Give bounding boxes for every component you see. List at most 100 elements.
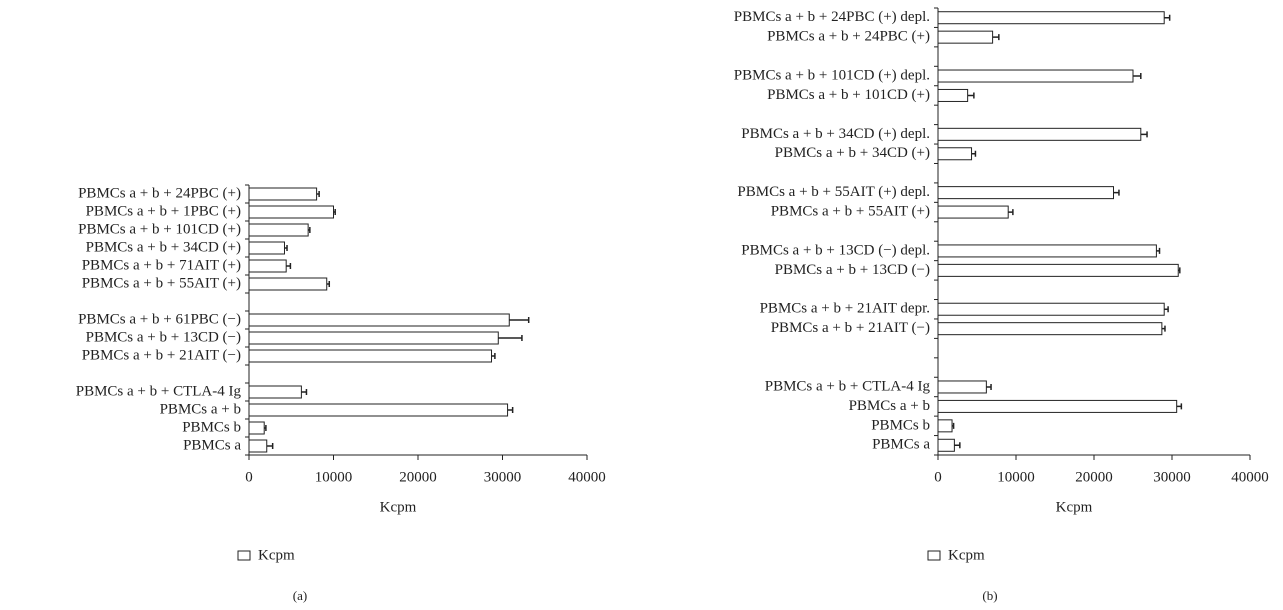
y-tick-label: PBMCs a + b	[849, 398, 930, 414]
bar	[937, 11, 1165, 25]
y-tick-label: PBMCs a + b + 13CD (−)	[86, 329, 241, 345]
y-tick-label: PBMCs a + b + 24PBC (+)	[78, 185, 241, 201]
error-bar	[986, 383, 992, 390]
bar	[248, 439, 268, 453]
error-bar	[952, 422, 955, 429]
legend-label: Kcpm	[258, 547, 295, 563]
bar	[937, 244, 1157, 258]
x-tick-label: 20000	[1075, 469, 1113, 485]
error-bar	[308, 227, 311, 233]
error-bar	[1178, 267, 1181, 274]
error-bar	[967, 92, 975, 99]
y-tick-label: PBMCs a	[872, 437, 930, 453]
x-tick-label: 40000	[1231, 469, 1269, 485]
error-bar	[1176, 403, 1183, 410]
error-bar	[316, 191, 320, 197]
y-tick-label: PBMCs a + b + 1PBC (+)	[86, 203, 241, 219]
x-tick-label: 20000	[399, 469, 437, 485]
bar	[248, 241, 285, 255]
error-bar	[1156, 247, 1161, 254]
y-tick-label: PBMCs a + b + 34CD (+)	[775, 145, 930, 161]
bar	[937, 30, 994, 44]
bar	[937, 88, 969, 102]
error-bar	[954, 442, 961, 449]
y-tick-label: PBMCs a + b + 24PBC (+) depl.	[734, 9, 930, 25]
bar	[937, 399, 1178, 413]
bar	[937, 147, 973, 161]
bar	[248, 205, 334, 219]
bar	[248, 385, 302, 399]
y-tick-label: PBMCs a + b + 61PBC (−)	[78, 311, 241, 327]
y-tick-label: PBMCs b	[871, 417, 930, 433]
error-bar	[286, 263, 292, 269]
error-bar	[1164, 14, 1171, 21]
error-bar	[1113, 189, 1120, 196]
bar	[937, 205, 1009, 219]
bar	[937, 322, 1163, 336]
legend-swatch	[237, 550, 251, 561]
y-tick-label: PBMCs b	[182, 419, 241, 435]
y-tick-label: PBMCs a + b + 101CD (+) depl.	[734, 67, 930, 83]
y-tick-label: PBMCs a + b + 13CD (−) depl.	[741, 242, 930, 258]
error-bar	[971, 150, 977, 157]
error-bar	[333, 209, 336, 215]
bar	[937, 186, 1114, 200]
bar	[937, 69, 1134, 83]
x-axis-label: Kcpm	[380, 499, 417, 515]
y-tick-label: PBMCs a	[183, 437, 241, 453]
legend-swatch	[927, 550, 941, 561]
y-tick-label: PBMCs a + b + 55AIT (+)	[771, 204, 930, 220]
x-tick-label: 30000	[484, 469, 522, 485]
error-bar	[301, 389, 308, 395]
y-tick-label: PBMCs a + b + 21AIT depr.	[760, 301, 930, 317]
x-tick-label: 0	[245, 469, 253, 485]
bar	[937, 419, 953, 433]
error-bar	[326, 281, 331, 287]
y-tick-label: PBMCs a + b	[160, 401, 241, 417]
y-tick-label: PBMCs a + b + 21AIT (−)	[82, 347, 241, 363]
error-bar	[1133, 73, 1142, 80]
y-tick-label: PBMCs a + b + 101CD (+)	[78, 221, 241, 237]
bar	[937, 380, 987, 394]
error-bar	[1164, 306, 1169, 313]
bar	[248, 403, 509, 417]
bar	[248, 259, 287, 273]
error-bar	[264, 425, 267, 431]
error-bar	[507, 407, 514, 413]
panel-label: (b)	[982, 588, 997, 603]
error-bar	[509, 317, 530, 323]
bar	[248, 349, 493, 363]
x-tick-label: 10000	[315, 469, 353, 485]
bar	[248, 313, 510, 327]
y-tick-label: PBMCs a + b + 71AIT (+)	[82, 257, 241, 273]
bar	[248, 421, 265, 435]
x-tick-label: 0	[934, 469, 942, 485]
y-tick-label: PBMCs a + b + 24PBC (+)	[767, 29, 930, 45]
y-tick-label: PBMCs a + b + 55AIT (+) depl.	[737, 184, 930, 200]
y-tick-label: PBMCs a + b + CTLA-4 Ig	[765, 378, 931, 394]
bar	[937, 263, 1179, 277]
bar	[248, 187, 318, 201]
y-tick-label: PBMCs a + b + 34CD (+) depl.	[741, 126, 930, 142]
y-tick-label: PBMCs a + b + 101CD (+)	[767, 87, 930, 103]
error-bar	[498, 335, 523, 341]
x-tick-label: 40000	[568, 469, 606, 485]
bar	[937, 302, 1165, 316]
error-bar	[1140, 131, 1148, 138]
bar	[248, 277, 328, 291]
y-tick-label: PBMCs a + b + 13CD (−)	[775, 262, 930, 278]
error-bar	[491, 353, 496, 359]
legend-label: Kcpm	[948, 547, 985, 563]
y-tick-label: PBMCs a + b + 21AIT (−)	[771, 320, 930, 336]
bar	[248, 223, 309, 237]
error-bar	[1008, 209, 1014, 216]
bar	[937, 438, 955, 452]
x-tick-label: 10000	[997, 469, 1035, 485]
panel-label: (a)	[293, 588, 307, 603]
error-bar	[1161, 325, 1166, 332]
bar	[248, 331, 499, 345]
bar	[937, 127, 1142, 141]
y-tick-label: PBMCs a + b + 34CD (+)	[86, 239, 241, 255]
